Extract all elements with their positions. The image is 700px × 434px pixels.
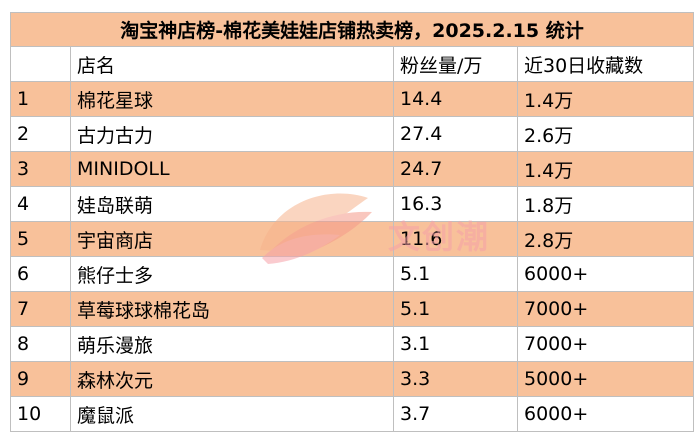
store-name-cell: 棉花星球 bbox=[71, 82, 394, 116]
favorites-cell: 1.4万 bbox=[524, 89, 574, 112]
store-name-cell: MINIDOLL bbox=[71, 152, 394, 186]
header-favorites: 近30日收藏数 bbox=[524, 54, 644, 77]
favorites-cell: 2.6万 bbox=[524, 124, 574, 147]
fans-cell: 3.3 bbox=[394, 362, 518, 396]
table-row: 1 棉花星球 14.4 1.4万 bbox=[11, 82, 693, 117]
table-row: 4 娃岛联萌 16.3 1.8万 bbox=[11, 187, 693, 222]
fans-cell: 3.1 bbox=[394, 327, 518, 361]
header-store-name: 店名 bbox=[71, 47, 394, 81]
header-fans: 粉丝量/万 bbox=[394, 47, 518, 81]
rank-cell: 7 bbox=[11, 292, 71, 326]
rank-cell: 6 bbox=[11, 257, 71, 291]
table-row: 9 森林次元 3.3 5000+ bbox=[11, 362, 693, 397]
table-row: 10 魔鼠派 3.7 6000+ bbox=[11, 397, 693, 431]
rank-cell: 10 bbox=[11, 397, 71, 431]
store-name-cell: 宇宙商店 bbox=[71, 222, 394, 256]
fans-cell: 5.1 bbox=[394, 257, 518, 291]
fans-cell: 14.4 bbox=[394, 82, 518, 116]
store-name-cell: 魔鼠派 bbox=[71, 397, 394, 431]
fans-cell: 16.3 bbox=[394, 187, 518, 221]
store-name-cell: 熊仔士多 bbox=[71, 257, 394, 291]
favorites-cell: 1.8万 bbox=[524, 194, 574, 217]
store-name-cell: 萌乐漫旅 bbox=[71, 327, 394, 361]
store-name-cell: 森林次元 bbox=[71, 362, 394, 396]
rank-cell: 8 bbox=[11, 327, 71, 361]
table-row: 2 古力古力 27.4 2.6万 bbox=[11, 117, 693, 152]
table-row: 8 萌乐漫旅 3.1 7000+ bbox=[11, 327, 693, 362]
rank-cell: 1 bbox=[11, 82, 71, 116]
table-title: 淘宝神店榜-棉花美娃娃店铺热卖榜，2025.2.15 统计 bbox=[11, 13, 693, 47]
fans-cell: 5.1 bbox=[394, 292, 518, 326]
header-row: 店名 粉丝量/万 近30日收藏数 bbox=[11, 47, 693, 82]
fans-cell: 27.4 bbox=[394, 117, 518, 151]
table-row: 7 草莓球球棉花岛 5.1 7000+ bbox=[11, 292, 693, 327]
favorites-cell: 7000+ bbox=[524, 333, 589, 355]
favorites-cell: 6000+ bbox=[524, 263, 589, 285]
rank-cell: 4 bbox=[11, 187, 71, 221]
favorites-cell: 6000+ bbox=[524, 403, 589, 425]
table-row: 6 熊仔士多 5.1 6000+ bbox=[11, 257, 693, 292]
fans-cell: 24.7 bbox=[394, 152, 518, 186]
favorites-cell: 7000+ bbox=[524, 298, 589, 320]
fans-cell: 3.7 bbox=[394, 397, 518, 431]
rank-cell: 9 bbox=[11, 362, 71, 396]
rank-cell: 3 bbox=[11, 152, 71, 186]
favorites-cell: 5000+ bbox=[524, 368, 589, 390]
store-name-cell: 草莓球球棉花岛 bbox=[71, 292, 394, 326]
header-rank bbox=[11, 47, 71, 81]
fans-cell: 11.6 bbox=[394, 222, 518, 256]
favorites-cell: 1.4万 bbox=[524, 159, 574, 182]
favorites-cell: 2.8万 bbox=[524, 229, 574, 252]
rank-cell: 5 bbox=[11, 222, 71, 256]
store-name-cell: 娃岛联萌 bbox=[71, 187, 394, 221]
store-name-cell: 古力古力 bbox=[71, 117, 394, 151]
table-row: 5 宇宙商店 11.6 2.8万 bbox=[11, 222, 693, 257]
ranking-table: 淘宝神店榜-棉花美娃娃店铺热卖榜，2025.2.15 统计 店名 粉丝量/万 近… bbox=[10, 12, 694, 432]
rank-cell: 2 bbox=[11, 117, 71, 151]
table-row: 3 MINIDOLL 24.7 1.4万 bbox=[11, 152, 693, 187]
